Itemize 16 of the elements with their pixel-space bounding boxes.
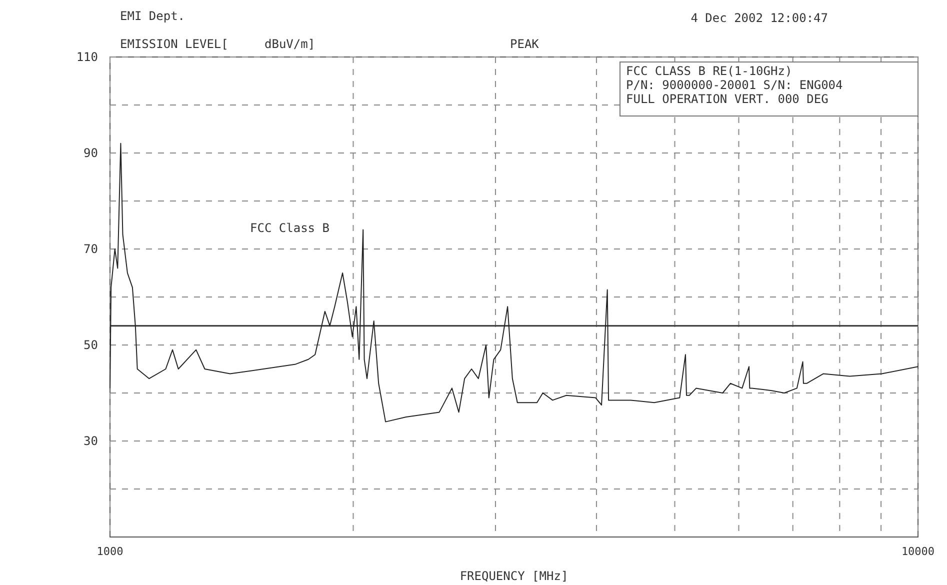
y-tick-label: 90: [84, 146, 98, 160]
text: 4 Dec 2002 12:00:47: [690, 11, 828, 25]
annotation: FULL OPERATION VERT. 000 DEG: [626, 92, 828, 106]
y-tick-label: 110: [76, 50, 98, 64]
y-tick-label: 70: [84, 242, 98, 256]
x-axis-title: FREQUENCY [MHz]: [460, 569, 568, 583]
chart-title: EMI Dept.: [120, 9, 186, 23]
y-tick-label: 50: [84, 338, 98, 352]
ref-line-label: FCC Class B: [250, 220, 330, 235]
annotation: P/N: 9000000-20001 S/N: ENG004: [626, 78, 843, 92]
x-tick-label: 1000: [96, 545, 124, 558]
text: PEAK: [510, 37, 540, 51]
y-tick-label: 30: [84, 434, 98, 448]
annotation: FCC CLASS B RE(1-10GHz): [626, 64, 792, 78]
x-tick-label: 10000: [901, 545, 935, 558]
y-axis-title: EMISSION LEVEL[ dBuV/m]: [120, 37, 316, 51]
